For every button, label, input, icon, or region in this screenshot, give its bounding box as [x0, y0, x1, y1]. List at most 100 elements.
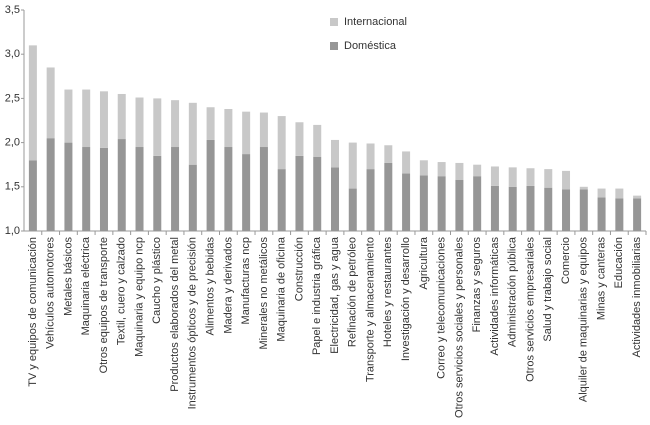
x-tick-label: Minas y canteras [595, 237, 607, 321]
x-tick-label: Madera y derivados [222, 237, 234, 334]
bar-segment [508, 167, 517, 187]
x-tick-label: Correo y telecomunicaciones [436, 237, 448, 379]
bar-segment [153, 98, 162, 156]
x-tick-label: Alquiler de maquinarias y equipos [578, 237, 590, 403]
bar-segment [384, 145, 393, 163]
x-tick-label: Metales básicos [62, 237, 74, 316]
bar-segment [224, 147, 233, 231]
bar-segment [615, 198, 624, 231]
bar-segment [526, 168, 535, 186]
bar-segment [206, 107, 215, 140]
bar-segment [490, 185, 499, 231]
bar-segment [188, 164, 197, 231]
bar-segment [135, 97, 144, 148]
bar-segment [188, 102, 197, 165]
x-tick-label: Otros servicios empresariales [524, 237, 536, 382]
x-tick-label: Refinación de petróleo [347, 237, 359, 347]
bar-segment [259, 147, 268, 231]
x-tick-label: Investigación y desarrollo [400, 237, 412, 361]
bar-segment [508, 186, 517, 231]
bar-segment [277, 169, 286, 231]
bar-segment [366, 169, 375, 231]
x-tick-label: Instrumentos ópticos y de precisión [187, 237, 199, 409]
bar-segment [135, 147, 144, 231]
x-tick-label: Productos elaborados del metal [169, 237, 181, 392]
bar-segment [402, 151, 411, 174]
bar-segment [277, 116, 286, 170]
bar-segment [562, 170, 571, 190]
x-tick-label: Maquinaria de oficina [276, 236, 288, 341]
x-tick-label: Otros equipos de transporte [98, 237, 110, 373]
bar-segment [384, 162, 393, 231]
bar-segment [633, 198, 642, 231]
bar-segment [117, 93, 126, 140]
x-tick-label: Textil, cuero y calzado [116, 237, 128, 345]
bar-segment [526, 185, 535, 231]
bar-segment [259, 112, 268, 148]
bar-segment [544, 169, 553, 188]
legend-swatch [330, 42, 338, 50]
bar-segment [633, 195, 642, 199]
x-tick-label: Caucho y plástico [151, 237, 163, 324]
bar-segment [331, 167, 339, 231]
bar-segment [455, 162, 464, 180]
x-tick-label: Construcción [293, 237, 305, 301]
bar-segment [46, 138, 55, 231]
y-tick-label: 3,5 [5, 4, 20, 16]
bar-segment [242, 154, 251, 231]
bar-segment [473, 176, 482, 231]
bar-segment [562, 189, 571, 231]
bar-segment [117, 139, 126, 231]
bar-segment [455, 179, 464, 231]
bar-segment [46, 67, 55, 139]
bar-segment [82, 89, 91, 148]
bar-segment [171, 147, 180, 231]
x-tick-label: Actividades informáticas [489, 237, 501, 356]
x-tick-label: Maquinaria y equipo ncp [133, 237, 145, 357]
x-tick-label: Papel e industria gráfica [311, 236, 323, 355]
bar-segment [579, 186, 588, 190]
bar-segment [224, 109, 233, 148]
bar-segment [313, 156, 322, 231]
x-tick-label: Electricidad, gas y agua [329, 236, 341, 354]
bar-segment [153, 155, 162, 231]
x-tick-label: Comercio [560, 237, 572, 284]
y-tick-label: 2,0 [5, 137, 20, 149]
x-tick-label: Minerales no metálicos [258, 237, 270, 350]
bar-segment [171, 100, 180, 148]
bar-segment [348, 188, 357, 231]
bar-segment [579, 189, 588, 231]
y-tick-label: 3,0 [5, 48, 20, 60]
bar-segment [331, 139, 339, 168]
x-tick-label: Hoteles y restaurantes [382, 237, 394, 348]
bar-segment [366, 143, 375, 170]
x-tick-label: Agricultura [418, 236, 430, 289]
bar-segment [597, 197, 606, 231]
bar-segment [295, 122, 304, 156]
x-tick-label: Finanzas y seguros [471, 237, 483, 333]
bar-segment [313, 124, 322, 157]
bar-segment [597, 188, 606, 198]
bar-segment [490, 166, 499, 186]
y-tick-label: 1,0 [5, 225, 20, 237]
x-tick-label: TV y equipos de comunicación [27, 237, 39, 387]
bar-segment [473, 164, 482, 177]
bar-segment [64, 89, 73, 143]
bar-segment [206, 139, 215, 231]
bar-segment [99, 91, 108, 148]
bar-segment [615, 188, 624, 199]
x-tick-label: Alimentos y bebidas [205, 237, 217, 336]
bar-segment [419, 175, 428, 231]
bar-segment [28, 160, 37, 231]
x-tick-label: Administración pública [507, 236, 519, 347]
x-tick-label: Educación [613, 237, 625, 288]
bar-segment [28, 45, 37, 161]
bar-segment [419, 160, 428, 176]
bar-segment [544, 187, 553, 231]
x-tick-label: Transporte y almacenamiento [364, 237, 376, 382]
x-tick-label: Manufacturas ncp [240, 237, 252, 324]
bar-segment [402, 173, 411, 231]
bar-segment [348, 142, 357, 189]
bar-segment [437, 162, 446, 177]
